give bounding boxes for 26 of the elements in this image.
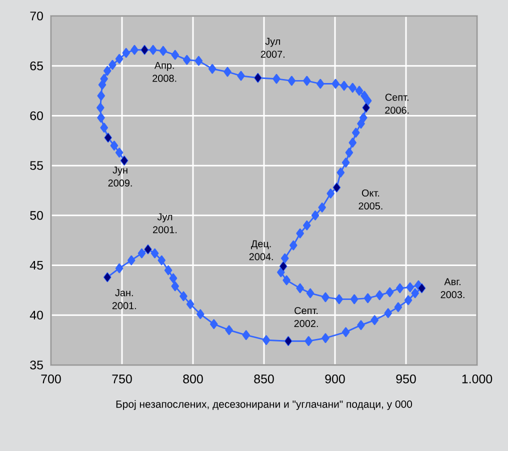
annotation: Апр. 2008.: [152, 62, 176, 82]
x-tick-label: 900: [325, 374, 345, 384]
annotation: Авг. 2003.: [440, 278, 464, 298]
annotation: Окт. 2005.: [358, 190, 382, 210]
x-tick-label: 700: [41, 374, 61, 384]
y-tick-label: 35: [30, 360, 43, 370]
y-tick-label: 70: [30, 12, 43, 20]
x-tick-label: 950: [396, 374, 416, 384]
annotation: Јан. 2001.: [112, 289, 136, 310]
annotation: Јул 2001.: [153, 213, 177, 234]
y-tick-label: 50: [30, 211, 43, 220]
y-tick-label: 65: [30, 61, 43, 70]
y-tick-label: 55: [30, 161, 43, 170]
x-axis-title: Број незапослених, десезонирани и "углачани" подаци, у 000: [116, 400, 412, 410]
annotation: Дец. 2004.: [249, 240, 273, 260]
annotation: Септ. 2002.: [294, 307, 318, 328]
annotation: Септ. 2006.: [385, 94, 409, 114]
x-tick-label: 1.000: [462, 374, 492, 384]
x-tick-label: 750: [112, 374, 132, 384]
x-tick-label: 800: [183, 374, 203, 384]
y-tick-label: 60: [30, 111, 43, 120]
x-tick-label: 850: [254, 374, 274, 384]
y-tick-label: 45: [30, 260, 43, 270]
annotation: Јул 2007.: [260, 38, 284, 58]
annotation: Јун 2009.: [108, 166, 132, 187]
y-tick-label: 40: [30, 310, 43, 320]
